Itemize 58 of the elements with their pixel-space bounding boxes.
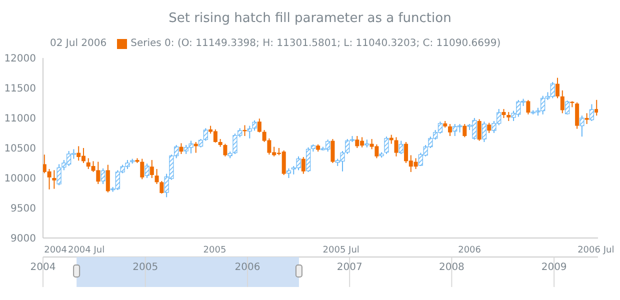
candlestick [252,120,257,132]
candlestick [203,128,208,142]
candlestick [589,104,594,122]
y-tick-label: 11500 [4,84,36,95]
candlestick [398,140,404,154]
candlestick [556,77,560,99]
candlestick [100,168,106,184]
candlestick [257,118,262,133]
candlestick [462,124,467,138]
candlestick [394,136,398,157]
y-tick-label: 9500 [10,204,36,215]
candlestick [306,146,311,172]
candlestick [564,100,570,115]
x2-tick-label: 2006 [234,262,260,273]
candlestick [223,143,228,157]
x2-tick-label: 2007 [336,262,362,273]
candlestick [144,163,150,178]
x2-tick-label: 2004 [30,262,56,273]
y-tick-label: 10500 [4,144,36,155]
candlestick [575,102,580,130]
x2-tick-label: 2009 [541,262,567,273]
candlestick [580,115,584,138]
x-tick-label: 2005 [203,245,226,256]
candlestick [52,170,56,190]
candlestick [160,180,164,194]
candlestick [584,112,589,124]
y-tick-label: 9000 [10,234,36,245]
x-tick-label: 2004 Jul [68,245,105,256]
x2-tick-label: 2008 [438,262,464,273]
x-tick-label: 2005 Jul [322,245,360,256]
candlestick [330,138,335,164]
candlestick [56,164,62,186]
chart-title: Set rising hatch fill parameter as a function [168,11,452,26]
candlestick [106,164,110,193]
candlestick [301,156,306,174]
candlestick [247,125,252,139]
y-tick-label: 10000 [4,174,36,185]
candlestick [526,100,530,115]
y-tick-label: 12000 [4,54,36,65]
x-tick-label: 2006 [458,245,482,256]
candlestick [140,158,144,180]
candlestick [482,121,487,142]
candlestick [150,160,154,178]
x2-tick-label: 2005 [132,262,158,273]
y-tick-label: 11000 [4,114,36,125]
candlestick [384,136,389,154]
candlestick [477,118,482,142]
candlestick [560,90,564,114]
candlestick [594,99,598,116]
candlestick [179,142,184,154]
candlestick [448,124,452,136]
legend-label: Series 0: (O: 11149.3398; H: 11301.5801; L: 11040.3203; C: 11090.6699) [130,38,501,49]
candlestick [286,168,292,178]
x-tick-label: 2004 [44,245,68,256]
x-tick-label: 2006 Jul [578,245,614,256]
legend-title: 02 Jul 2006 [50,38,107,49]
candlestick [487,122,492,134]
candlestick [154,168,159,184]
